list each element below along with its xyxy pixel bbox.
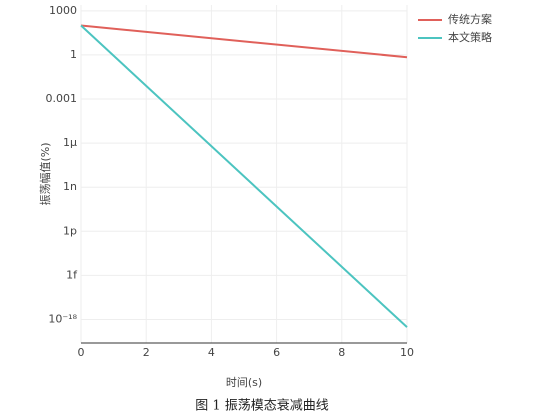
y-tick-label: 10⁻¹⁸ bbox=[48, 312, 77, 325]
y-tick-label: 1f bbox=[66, 268, 78, 281]
legend-label: 本文策略 bbox=[448, 30, 492, 44]
legend-label: 传统方案 bbox=[448, 12, 492, 26]
x-tick-label: 2 bbox=[143, 346, 150, 359]
x-tick-label: 0 bbox=[78, 346, 85, 359]
x-tick-label: 8 bbox=[338, 346, 345, 359]
x-axis-title: 时间(s) bbox=[226, 376, 262, 389]
caption: 图 1 振荡模态衰减曲线 bbox=[195, 398, 329, 414]
line bbox=[80, 24, 408, 59]
x-tick-label: 6 bbox=[273, 346, 280, 359]
y-axis-title: 振荡幅值(%) bbox=[38, 142, 52, 205]
line bbox=[80, 24, 408, 328]
y-tick-label: 1000 bbox=[49, 4, 77, 17]
y-tick-label: 0.001 bbox=[46, 92, 78, 105]
y-tick-label: 1 bbox=[70, 48, 77, 61]
x-tick-label: 4 bbox=[208, 346, 215, 359]
y-tick-label: 1p bbox=[63, 224, 77, 237]
y-tick-label: 1μ bbox=[63, 136, 77, 149]
y-tick-label: 1n bbox=[63, 180, 77, 193]
x-tick-label: 10 bbox=[400, 346, 414, 359]
